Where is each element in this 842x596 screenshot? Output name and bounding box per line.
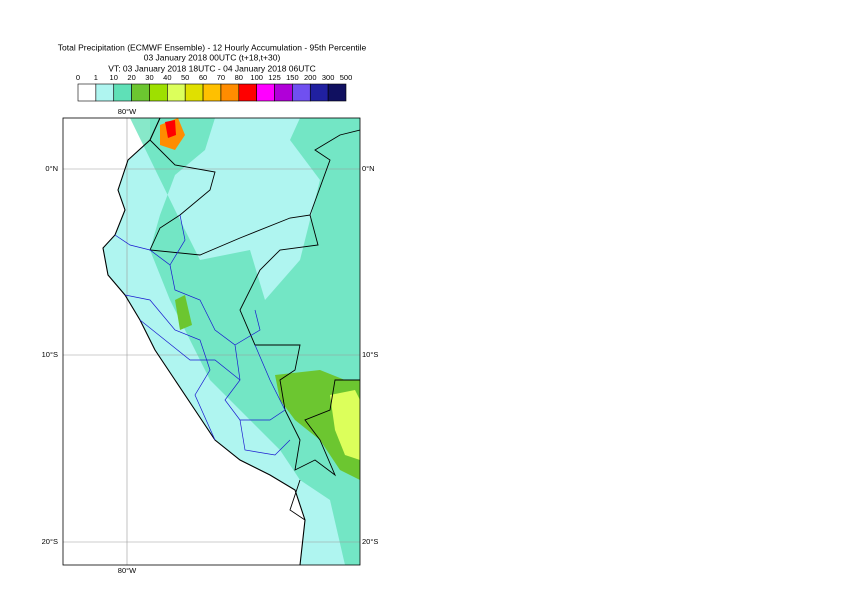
legend-swatch: [327, 83, 347, 102]
lon-label: 80°W: [118, 566, 137, 575]
region-border: [114, 214, 291, 456]
legend-swatch: [202, 83, 222, 102]
legend-swatch: [238, 83, 257, 102]
map: 80°W 80°W 0°N 0°N 10°S 10°S 20°S 20°S: [42, 107, 379, 575]
legend-swatch: [149, 83, 168, 102]
legend-tick-label: 500: [340, 73, 353, 82]
precip-max: [165, 120, 176, 138]
legend-tick-label: 150: [286, 73, 299, 82]
lat-label: 10°S: [42, 350, 58, 359]
lat-label: 20°S: [42, 537, 58, 546]
map-frame: [62, 117, 361, 566]
legend-swatch: [292, 83, 311, 102]
legend-swatch: [184, 83, 204, 102]
legend-swatch: [113, 83, 132, 102]
legend-tick-label: 70: [217, 73, 225, 82]
legend-swatch: [167, 83, 186, 102]
title: Total Precipitation (ECMWF Ensemble) - 1…: [58, 42, 367, 52]
legend-tick-label: 30: [145, 73, 153, 82]
run-time: 03 January 2018 00UTC (t+18,t+30): [144, 52, 281, 62]
legend-tick-label: 0: [76, 73, 80, 82]
legend-swatch: [274, 83, 293, 102]
precip-patch: [175, 295, 192, 330]
legend-swatch: [309, 83, 329, 102]
precip-heavier: [330, 390, 360, 460]
legend-tick-label: 125: [268, 73, 281, 82]
legend-swatch: [77, 83, 97, 102]
title-block: Total Precipitation (ECMWF Ensemble) - 1…: [58, 42, 367, 73]
legend-tick-label: 1: [94, 73, 98, 82]
legend-swatch: [256, 83, 275, 102]
legend-tick-label: 40: [163, 73, 171, 82]
legend-swatch: [131, 83, 150, 102]
legend-tick-label: 10: [110, 73, 118, 82]
legend-tick-label: 300: [322, 73, 335, 82]
legend-swatch: [220, 83, 240, 102]
valid-time: VT: 03 January 2018 18UTC - 04 January 2…: [108, 63, 315, 73]
lat-label: 0°N: [45, 164, 58, 173]
legend-tick-label: 60: [199, 73, 207, 82]
country-border: [149, 129, 360, 521]
legend-swatch: [95, 83, 115, 102]
legend-tick-label: 20: [127, 73, 135, 82]
legend-tick-label: 100: [250, 73, 263, 82]
precip-moderate: [130, 118, 360, 565]
lat-label: 0°N: [362, 164, 375, 173]
lon-label: 80°W: [118, 107, 137, 116]
lat-label: 20°S: [362, 537, 378, 546]
legend: 0 1 10 20 30 40 50 60 70 80 100 125 150 200 300 500: [76, 73, 353, 102]
lat-label: 10°S: [362, 350, 378, 359]
legend-tick-label: 80: [235, 73, 243, 82]
legend-tick-label: 50: [181, 73, 189, 82]
legend-tick-label: 200: [304, 73, 317, 82]
